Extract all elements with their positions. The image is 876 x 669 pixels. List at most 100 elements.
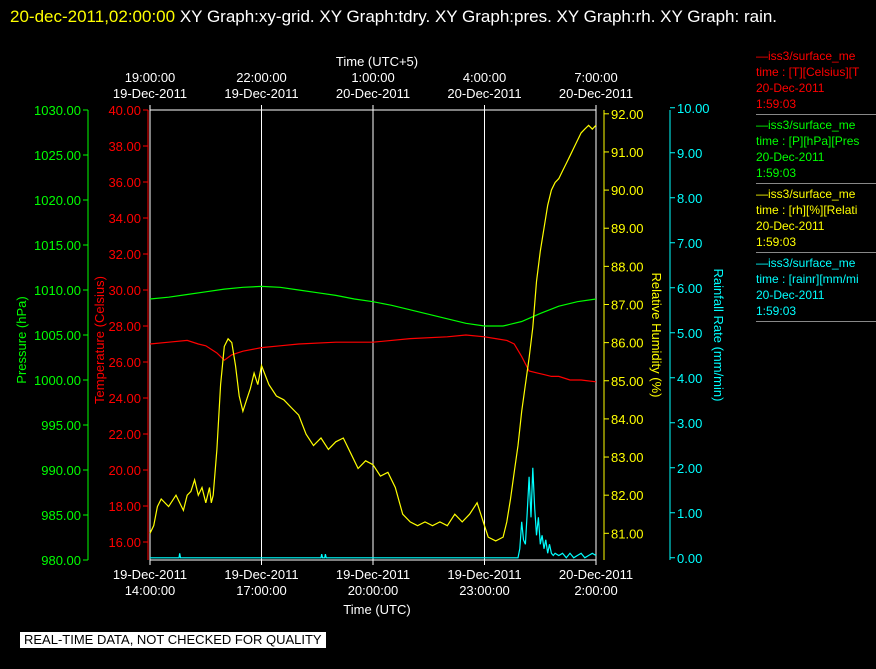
bottom-tick-date: 19-Dec-2011	[336, 567, 410, 582]
top-tick-time: 4:00:00	[463, 70, 506, 85]
pressure-tick-label: 1025.00	[34, 148, 81, 163]
legend-time: 1:59:03	[756, 235, 797, 249]
pressure-tick-label: 995.00	[41, 418, 81, 433]
humidity-tick-label: 81.00	[611, 526, 644, 541]
bottom-tick-date: 20-Dec-2011	[559, 567, 633, 582]
pressure-tick-label: 985.00	[41, 508, 81, 523]
rain-tick-label: 8.00	[677, 191, 702, 206]
top-tick-date: 20-Dec-2011	[559, 86, 633, 101]
pressure-tick-label: 1015.00	[34, 238, 81, 253]
humidity-tick-label: 87.00	[611, 297, 644, 312]
temperature-tick-label: 30.00	[108, 283, 141, 298]
series-line-pressure	[149, 285, 597, 327]
humidity-tick-label: 83.00	[611, 450, 644, 465]
pressure-tick-label: 980.00	[41, 553, 81, 568]
bottom-tick-time: 14:00:00	[125, 583, 176, 598]
humidity-tick-label: 91.00	[611, 145, 644, 160]
temperature-tick-label: 38.00	[108, 139, 141, 154]
rain-axis-title: Rainfall Rate (mm/min)	[711, 269, 726, 402]
legend-time: 1:59:03	[756, 304, 797, 318]
temperature-tick-label: 40.00	[108, 103, 141, 118]
top-tick-date: 20-Dec-2011	[447, 86, 521, 101]
top-tick-time: 22:00:00	[236, 70, 287, 85]
legend-date: 20-Dec-2011	[756, 150, 825, 164]
legend-date: 20-Dec-2011	[756, 219, 825, 233]
humidity-tick-label: 90.00	[611, 183, 644, 198]
legend-line: time : [T][Celsius][T	[756, 65, 860, 79]
title-date: 20-dec-2011,02:00:00	[10, 7, 176, 26]
legend-header: —iss3/surface_me	[756, 256, 856, 270]
rain-tick-label: 2.00	[677, 461, 702, 476]
humidity-axis-title: Relative Humidity (%)	[649, 273, 664, 398]
rain-tick-label: 4.00	[677, 371, 702, 386]
top-tick-time: 19:00:00	[125, 70, 176, 85]
series-line-rain	[150, 467, 597, 559]
bottom-axis-title: Time (UTC)	[343, 602, 410, 617]
humidity-tick-label: 85.00	[611, 374, 644, 389]
bottom-tick-date: 19-Dec-2011	[447, 567, 521, 582]
temperature-tick-label: 20.00	[108, 463, 141, 478]
pressure-tick-label: 1030.00	[34, 103, 81, 118]
rain-tick-label: 5.00	[677, 326, 702, 341]
legend-entry: —iss3/surface_me time : [rainr][mm/mi 20-D…	[756, 255, 876, 322]
bottom-tick-date: 19-Dec-2011	[113, 567, 187, 582]
bottom-tick-time: 17:00:00	[236, 583, 287, 598]
rain-tick-label: 6.00	[677, 281, 702, 296]
legend-line: time : [rainr][mm/mi	[756, 272, 859, 286]
top-tick-date: 19-Dec-2011	[224, 86, 298, 101]
pressure-axis-title: Pressure (hPa)	[14, 296, 29, 383]
rain-tick-label: 3.00	[677, 416, 702, 431]
bottom-tick-date: 19-Dec-2011	[224, 567, 298, 582]
legend-line: time : [P][hPa][Pres	[756, 134, 860, 148]
rain-tick-label: 0.00	[677, 551, 702, 566]
temperature-axis-title: Temperature (Celsius)	[92, 276, 107, 404]
top-tick-time: 1:00:00	[351, 70, 394, 85]
legend-header: —iss3/surface_me	[756, 49, 856, 63]
legend: —iss3/surface_me time : [T][Celsius][T 20-…	[756, 48, 876, 324]
rain-tick-label: 1.00	[677, 506, 702, 521]
pressure-tick-label: 1000.00	[34, 373, 81, 388]
legend-header: —iss3/surface_me	[756, 118, 856, 132]
legend-line: time : [rh][%][Relati	[756, 203, 858, 217]
top-tick-time: 7:00:00	[574, 70, 617, 85]
rain-tick-label: 9.00	[677, 146, 702, 161]
humidity-tick-label: 84.00	[611, 412, 644, 427]
humidity-tick-label: 82.00	[611, 488, 644, 503]
rain-tick-label: 10.00	[677, 101, 710, 116]
bottom-tick-time: 23:00:00	[459, 583, 510, 598]
temperature-tick-label: 24.00	[108, 391, 141, 406]
temperature-tick-label: 16.00	[108, 535, 141, 550]
humidity-tick-label: 92.00	[611, 107, 644, 122]
window-title: 20-dec-2011,02:00:00 XY Graph:xy-grid. X…	[10, 2, 860, 32]
temperature-tick-label: 34.00	[108, 211, 141, 226]
pressure-tick-label: 1020.00	[34, 193, 81, 208]
legend-time: 1:59:03	[756, 166, 797, 180]
humidity-tick-label: 88.00	[611, 259, 644, 274]
bottom-tick-time: 2:00:00	[574, 583, 617, 598]
title-graph-list: XY Graph:xy-grid. XY Graph:tdry. XY Grap…	[179, 7, 778, 26]
humidity-tick-label: 89.00	[611, 221, 644, 236]
temperature-tick-label: 28.00	[108, 319, 141, 334]
legend-time: 1:59:03	[756, 97, 797, 111]
temperature-tick-label: 26.00	[108, 355, 141, 370]
legend-header: —iss3/surface_me	[756, 187, 856, 201]
top-axis-title: Time (UTC+5)	[336, 54, 418, 69]
rain-tick-label: 7.00	[677, 236, 702, 251]
humidity-tick-label: 86.00	[611, 336, 644, 351]
series-line-humidity	[149, 124, 597, 542]
temperature-tick-label: 32.00	[108, 247, 141, 262]
series-line-temperature	[149, 334, 597, 383]
top-tick-date: 19-Dec-2011	[113, 86, 187, 101]
temperature-tick-label: 18.00	[108, 499, 141, 514]
quality-notice: REAL-TIME DATA, NOT CHECKED FOR QUALITY	[20, 632, 326, 648]
top-tick-date: 20-Dec-2011	[336, 86, 410, 101]
pressure-tick-label: 990.00	[41, 463, 81, 478]
legend-date: 20-Dec-2011	[756, 81, 825, 95]
temperature-tick-label: 22.00	[108, 427, 141, 442]
pressure-tick-label: 1005.00	[34, 328, 81, 343]
temperature-tick-label: 36.00	[108, 175, 141, 190]
